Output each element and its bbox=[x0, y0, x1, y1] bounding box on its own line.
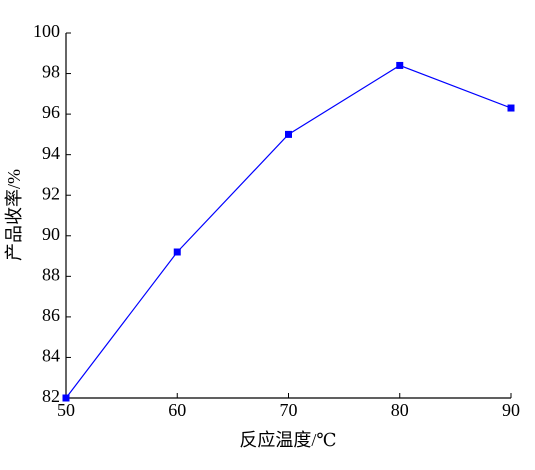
y-tick-label: 86 bbox=[42, 305, 60, 325]
y-axis-label: 产品收率/% bbox=[4, 169, 24, 261]
data-line bbox=[65, 64, 512, 399]
data-point bbox=[285, 130, 292, 138]
data-point bbox=[173, 248, 181, 256]
y-tick-label: 98 bbox=[42, 62, 60, 82]
x-tick-label: 60 bbox=[168, 400, 186, 420]
y-tick-label: 92 bbox=[42, 183, 60, 203]
x-tick-label: 70 bbox=[280, 400, 298, 420]
x-axis-label: 反应温度/℃ bbox=[239, 430, 336, 450]
x-tick-label: 90 bbox=[502, 400, 520, 420]
y-tick-label: 100 bbox=[33, 21, 60, 41]
x-tick-label: 50 bbox=[57, 400, 75, 420]
y-tick-label: 88 bbox=[42, 264, 60, 284]
y-tick-label: 90 bbox=[42, 224, 60, 244]
y-tick-label: 94 bbox=[42, 143, 60, 163]
y-tick-label: 96 bbox=[42, 102, 60, 122]
data-point bbox=[62, 394, 70, 402]
y-tick-label: 82 bbox=[42, 386, 60, 406]
data-point bbox=[396, 61, 404, 69]
x-tick-label: 80 bbox=[391, 400, 409, 420]
data-point bbox=[507, 104, 515, 112]
y-tick-label: 84 bbox=[42, 346, 60, 366]
